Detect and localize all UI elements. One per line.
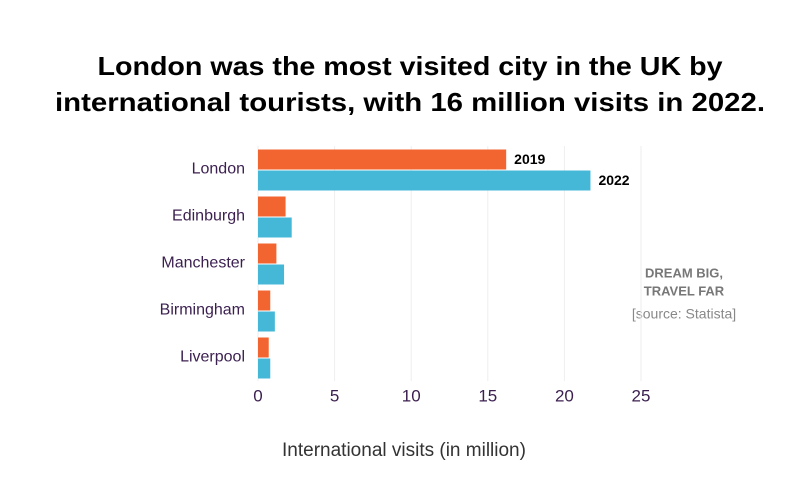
bar bbox=[258, 337, 269, 358]
bar bbox=[258, 196, 286, 217]
y-tick-label: Birmingham bbox=[160, 302, 245, 319]
y-tick-label: Edinburgh bbox=[172, 208, 245, 225]
source: [source: Statista] bbox=[632, 306, 736, 322]
bar bbox=[258, 149, 507, 170]
legend-label: 2022 bbox=[598, 172, 629, 188]
x-tick-label: 10 bbox=[402, 386, 421, 405]
x-tick-label: 0 bbox=[253, 386, 262, 405]
x-tick-label: 15 bbox=[478, 386, 497, 405]
chart-title: international tourists, with 16 million … bbox=[55, 87, 765, 117]
bar bbox=[258, 358, 271, 379]
x-tick-label: 5 bbox=[330, 386, 339, 405]
legend-label: 2019 bbox=[514, 151, 545, 167]
chart-title: London was the most visited city in the … bbox=[98, 51, 724, 81]
bar bbox=[258, 217, 292, 238]
brand: TRAVEL FAR bbox=[644, 283, 725, 298]
x-tick-label: 25 bbox=[632, 386, 651, 405]
bar bbox=[258, 311, 275, 332]
x-axis-label: International visits (in million) bbox=[282, 440, 526, 461]
brand: DREAM BIG, bbox=[645, 265, 723, 280]
bar bbox=[258, 290, 271, 311]
y-tick-label: Manchester bbox=[161, 255, 245, 272]
bar bbox=[258, 264, 285, 285]
y-tick-label: London bbox=[192, 161, 245, 178]
x-tick-label: 20 bbox=[555, 386, 574, 405]
y-tick-label: Liverpool bbox=[180, 349, 245, 366]
bar bbox=[258, 243, 277, 264]
bar bbox=[258, 170, 591, 191]
